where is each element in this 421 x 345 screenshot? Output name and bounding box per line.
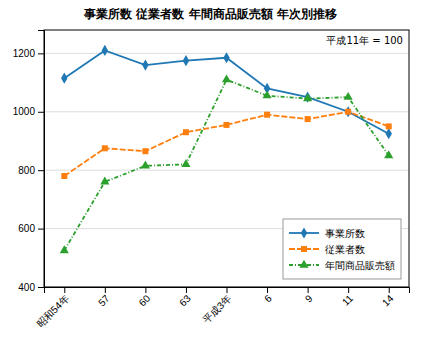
y-tick-mark — [38, 287, 44, 288]
x-tick-mark — [64, 287, 65, 293]
legend-swatch-marker — [301, 227, 307, 238]
y-tick-mark — [38, 170, 44, 171]
series-marker — [102, 145, 108, 151]
x-tick-label: 9 — [303, 292, 315, 304]
series-marker — [142, 59, 148, 70]
x-tick-mark — [348, 287, 349, 293]
series-marker — [385, 128, 391, 139]
x-tick: 60 — [137, 287, 153, 308]
series-marker — [345, 109, 351, 115]
series-marker — [102, 45, 108, 56]
x-tick-label: 6 — [262, 292, 274, 304]
x-tick-mark — [145, 287, 146, 293]
annotation-background — [324, 34, 405, 47]
grid-line — [44, 170, 409, 171]
series-marker — [181, 159, 190, 167]
series-marker — [222, 74, 231, 82]
series-marker — [224, 122, 230, 128]
legend-swatch-marker — [299, 260, 308, 268]
x-tick-mark — [227, 287, 228, 293]
series-marker — [183, 55, 189, 66]
series-line — [64, 50, 388, 133]
series-marker — [262, 90, 271, 98]
x-tick: 14 — [380, 287, 396, 308]
x-tick: 6 — [262, 287, 274, 304]
annotation-group: 平成11年 = 100 — [324, 34, 405, 47]
y-tick-label: 1200 — [13, 48, 36, 59]
series-marker — [60, 245, 69, 253]
legend-background — [283, 219, 401, 279]
series-marker — [141, 161, 150, 169]
annotation: 平成11年 = 100 — [326, 35, 403, 46]
x-tick-mark — [389, 287, 390, 293]
legend-label: 事業所数 — [325, 228, 365, 239]
series-marker — [142, 148, 148, 154]
plot-frame — [44, 30, 409, 287]
legend-item: 事業所数 — [289, 227, 365, 238]
chart-svg: 事業所数 従業者数 年間商品販売額 年次別推移 400 600 800 1000 1200… — [0, 0, 421, 345]
y-tick-label: 1000 — [13, 106, 36, 117]
legend-item: 従業者数 — [289, 244, 365, 255]
series-marker — [386, 123, 392, 129]
x-tick-label: 11 — [340, 292, 355, 307]
series-marker — [264, 112, 270, 118]
x-tick: 57 — [96, 287, 112, 308]
x-tick-label: 昭和54年 — [34, 293, 71, 330]
series-marker — [303, 93, 312, 101]
series-marker — [305, 116, 311, 122]
series-marker — [223, 52, 229, 63]
series-marker — [61, 173, 67, 179]
legend-swatch-marker — [301, 246, 307, 252]
y-tick: 800 — [18, 165, 44, 176]
series-line — [64, 112, 388, 176]
x-tick: 平成3年 — [200, 287, 233, 326]
y-tick: 1200 — [13, 48, 44, 59]
x-tick-label: 14 — [380, 292, 396, 308]
grid — [44, 53, 409, 287]
y-tick: 600 — [18, 223, 44, 234]
y-tick: 1000 — [13, 106, 44, 117]
x-tick: 9 — [303, 287, 315, 304]
y-tick-mark — [38, 53, 44, 54]
x-tick-mark — [186, 287, 187, 293]
series-marker — [384, 150, 393, 158]
series-marker — [183, 129, 189, 135]
x-tick-label: 平成3年 — [200, 293, 233, 326]
x-tick-label: 60 — [137, 292, 153, 308]
y-tick-label: 600 — [18, 223, 35, 234]
legend-label: 年間商品販売額 — [325, 260, 395, 271]
legend: 事業所数従業者数年間商品販売額 — [283, 219, 401, 279]
x-tick-mark — [308, 287, 309, 293]
series-marker — [344, 92, 353, 100]
y-tick-label: 400 — [18, 282, 35, 293]
chart-container: 事業所数 従業者数 年間商品販売額 年次別推移 400 600 800 1000 1200… — [0, 0, 421, 345]
x-tick: 63 — [177, 287, 193, 308]
x-axis: 昭和54年 57 60 63 平成3年 6 9 11 14 — [34, 287, 409, 330]
legend-label: 従業者数 — [325, 244, 365, 255]
legend-item: 年間商品販売額 — [289, 260, 395, 271]
x-tick: 昭和54年 — [34, 287, 71, 330]
y-tick-mark — [38, 112, 44, 113]
y-tick: 400 — [18, 282, 44, 293]
x-tick-mark — [105, 287, 106, 293]
y-axis: 400 600 800 1000 1200 — [13, 31, 45, 293]
x-tick-label: 57 — [96, 292, 112, 308]
series-marker — [100, 177, 109, 185]
grid-line — [44, 111, 409, 112]
y-tick-mark — [38, 229, 44, 230]
series-marker — [345, 106, 351, 117]
series-marker — [61, 73, 67, 84]
x-tick-mark — [267, 287, 268, 293]
y-tick-label: 800 — [18, 165, 35, 176]
x-tick-label: 63 — [177, 292, 193, 308]
x-tick: 11 — [340, 287, 355, 308]
title: 事業所数 従業者数 年間商品販売額 年次別推移 — [83, 7, 337, 21]
x-axis-line — [45, 288, 410, 294]
